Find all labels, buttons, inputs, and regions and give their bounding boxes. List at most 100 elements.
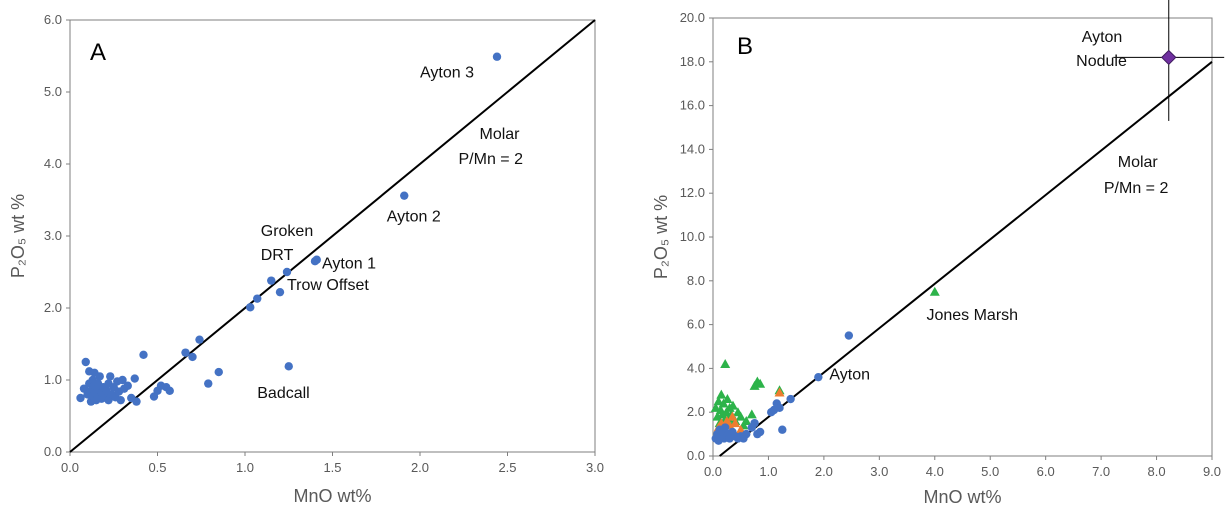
annotation-label: Ayton — [1082, 29, 1123, 46]
x-tick-label: 8.0 — [1148, 464, 1166, 479]
data-point — [814, 372, 823, 382]
annotation-label: P/Mn = 2 — [459, 151, 524, 168]
x-axis-label: MnO wt% — [923, 487, 1001, 507]
data-point — [929, 286, 940, 296]
annotation-label: Ayton 2 — [387, 209, 441, 226]
annotation-label: P/Mn = 2 — [1104, 180, 1169, 197]
x-axis-label: MnO wt% — [293, 486, 371, 506]
data-point — [130, 374, 139, 383]
y-tick-label: 0.0 — [44, 444, 62, 459]
data-point — [246, 303, 255, 312]
data-point — [123, 381, 132, 390]
data-point — [116, 395, 125, 405]
series-diamond-3 — [1113, 0, 1225, 121]
x-tick-label: 1.0 — [759, 464, 777, 479]
data-point — [95, 372, 104, 381]
x-tick-label: 9.0 — [1203, 464, 1221, 479]
data-point — [282, 267, 292, 277]
data-point — [727, 400, 738, 410]
data-point — [741, 415, 752, 425]
data-point — [139, 350, 148, 359]
y-tick-label: 4.0 — [44, 156, 62, 171]
y-tick-label: 16.0 — [680, 98, 705, 113]
series-circle-0 — [76, 52, 502, 406]
y-tick-label: 18.0 — [680, 54, 705, 69]
y-tick-label: 1.0 — [44, 372, 62, 387]
data-point — [727, 411, 738, 421]
panel-label: B — [737, 33, 753, 60]
annotation-label: Trow Offset — [287, 277, 369, 294]
molar-ratio-line — [69, 19, 596, 453]
data-point — [746, 409, 757, 419]
x-tick-label: 1.0 — [236, 460, 254, 475]
x-tick-label: 0.5 — [148, 460, 166, 475]
data-point — [81, 357, 90, 367]
data-point — [312, 255, 321, 264]
y-axis-label: P₂O₅ wt % — [8, 194, 28, 278]
data-point — [786, 394, 795, 404]
x-tick-label: 1.5 — [323, 460, 341, 475]
data-point — [275, 287, 285, 297]
chart-panel-b: 0.0 1.0 2.0 3.0 4.0 5.0 6.0 7.0 8.0 9.0 0.0 2.0 4.0 6… — [651, 0, 1225, 507]
data-point — [253, 294, 262, 303]
series-circle-2 — [711, 331, 854, 445]
data-point — [730, 418, 741, 428]
data-point — [720, 423, 730, 432]
data-point — [755, 427, 765, 437]
y-axis-label: P₂O₅ wt % — [651, 195, 671, 279]
data-point — [284, 362, 293, 371]
annotation-label: Jones Marsh — [926, 307, 1018, 324]
y-tick-label: 6.0 — [687, 317, 705, 332]
y-tick-label: 3.0 — [44, 228, 62, 243]
data-point — [735, 411, 746, 421]
y-tick-label: 2.0 — [44, 300, 62, 315]
chart-panel-a: 0.0 0.5 1.0 1.5 2.0 2.5 3.0 0.0 1.0 2.0 3.0 4.0 5.0 6… — [8, 12, 604, 506]
data-point — [118, 375, 127, 385]
annotation-label: Ayton — [829, 366, 870, 383]
x-tick-label: 7.0 — [1092, 464, 1110, 479]
x-tick-label: 6.0 — [1037, 464, 1055, 479]
data-point — [267, 276, 276, 285]
data-point — [774, 387, 785, 397]
data-point — [400, 191, 409, 200]
data-point — [778, 425, 787, 434]
data-point — [204, 379, 213, 388]
data-point — [722, 394, 733, 404]
x-tick-label: 5.0 — [981, 464, 999, 479]
data-point — [195, 335, 204, 344]
y-tick-label: 4.0 — [687, 360, 705, 375]
data-point — [492, 52, 502, 61]
data-point — [76, 393, 85, 403]
annotation-label: DRT — [261, 247, 294, 264]
y-tick-label: 10.0 — [680, 229, 705, 244]
annotation-label: Ayton 1 — [322, 255, 376, 272]
x-tick-label: 0.0 — [704, 464, 722, 479]
x-tick-label: 2.5 — [498, 460, 516, 475]
annotation-label: Nodule — [1076, 53, 1127, 70]
y-tick-label: 12.0 — [680, 185, 705, 200]
x-tick-label: 4.0 — [926, 464, 944, 479]
x-tick-label: 0.0 — [61, 460, 79, 475]
x-tick-label: 3.0 — [870, 464, 888, 479]
y-tick-label: 20.0 — [680, 10, 705, 25]
data-point — [106, 372, 115, 381]
y-tick-label: 5.0 — [44, 84, 62, 99]
annotation-label: Ayton 3 — [420, 65, 474, 82]
x-tick-label: 3.0 — [586, 460, 604, 475]
annotation-label: Molar — [480, 126, 521, 143]
data-point — [750, 418, 759, 428]
x-tick-label: 2.0 — [411, 460, 429, 475]
y-tick-label: 14.0 — [680, 141, 705, 156]
data-point — [844, 331, 854, 340]
plot-area — [712, 17, 1213, 457]
y-tick-label: 0.0 — [687, 448, 705, 463]
x-tick-label: 2.0 — [815, 464, 833, 479]
data-point — [742, 429, 751, 439]
y-tick-label: 6.0 — [44, 12, 62, 27]
data-point — [755, 378, 766, 388]
data-point — [188, 352, 197, 362]
data-point — [165, 386, 174, 395]
panel-label: A — [90, 39, 106, 66]
molar-ratio-line — [719, 61, 1213, 457]
